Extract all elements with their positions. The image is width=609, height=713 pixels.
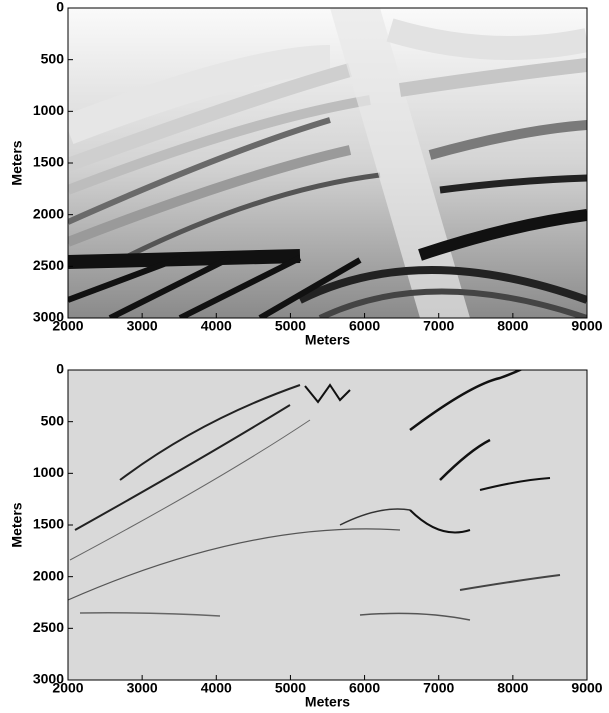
y-tick-label: 1000	[33, 102, 64, 118]
y-tick-label: 0	[56, 361, 64, 377]
y-axis-label: Meters	[9, 502, 25, 547]
x-tick-label: 8000	[497, 318, 528, 334]
x-tick-label: 5000	[275, 680, 306, 696]
x-tick-label: 4000	[201, 318, 232, 334]
x-axis-label: Meters	[305, 694, 350, 710]
y-tick-label: 1500	[33, 516, 64, 532]
x-tick-label: 7000	[423, 680, 454, 696]
y-tick-label: 3000	[33, 309, 64, 325]
x-tick-label: 9000	[571, 680, 602, 696]
y-axis-label: Meters	[9, 140, 25, 185]
velocity-image	[68, 8, 587, 318]
y-tick-label: 2000	[33, 567, 64, 583]
x-tick-label: 8000	[497, 680, 528, 696]
x-tick-label: 3000	[127, 318, 158, 334]
y-tick-label: 2000	[33, 205, 64, 221]
figure: 2000300040005000600070008000900005001000…	[0, 0, 609, 713]
x-tick-label: 3000	[127, 680, 158, 696]
x-tick-label: 4000	[201, 680, 232, 696]
x-tick-label: 5000	[275, 318, 306, 334]
x-tick-label: 9000	[571, 318, 602, 334]
x-tick-label: 6000	[349, 680, 380, 696]
migration-image	[68, 330, 587, 680]
x-tick-label: 7000	[423, 318, 454, 334]
y-tick-label: 1500	[33, 154, 64, 170]
y-tick-label: 0	[56, 0, 64, 15]
x-axis-label: Meters	[305, 332, 350, 348]
y-tick-label: 500	[41, 412, 65, 428]
y-tick-label: 1000	[33, 464, 64, 480]
y-tick-label: 500	[41, 50, 65, 66]
y-tick-label: 2500	[33, 257, 64, 273]
x-tick-label: 6000	[349, 318, 380, 334]
y-tick-label: 2500	[33, 619, 64, 635]
y-tick-label: 3000	[33, 671, 64, 687]
